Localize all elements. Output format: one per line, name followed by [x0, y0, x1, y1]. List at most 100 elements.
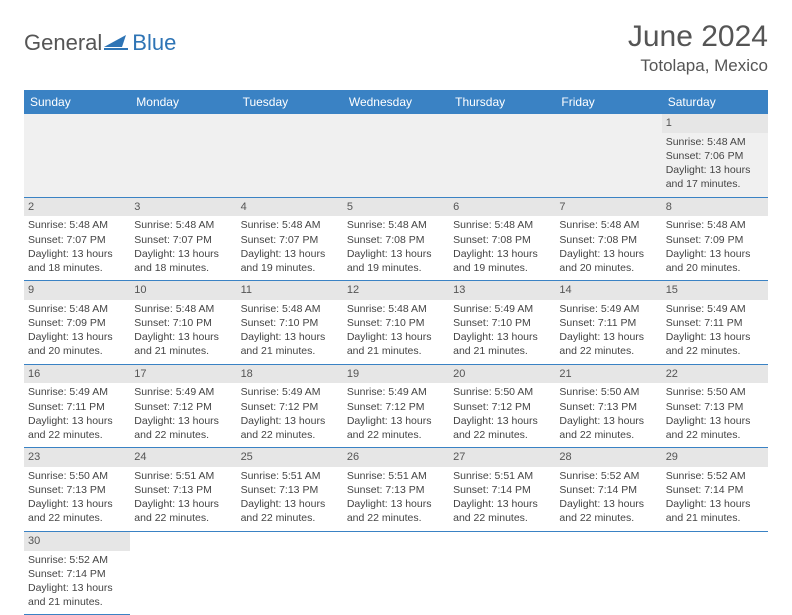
sunrise-line: Sunrise: 5:48 AM — [559, 218, 657, 232]
daylight-line: Daylight: 13 hours and 18 minutes. — [28, 247, 126, 275]
logo-text-blue: Blue — [132, 30, 176, 56]
calendar-cell: 7Sunrise: 5:48 AMSunset: 7:08 PMDaylight… — [555, 197, 661, 281]
weekday-header: Tuesday — [237, 90, 343, 114]
calendar-cell — [237, 114, 343, 197]
day-number: 3 — [130, 198, 236, 217]
sunrise-line: Sunrise: 5:48 AM — [347, 302, 445, 316]
sunrise-line: Sunrise: 5:51 AM — [241, 469, 339, 483]
day-number: 6 — [449, 198, 555, 217]
sunset-line: Sunset: 7:12 PM — [241, 400, 339, 414]
calendar-cell: 4Sunrise: 5:48 AMSunset: 7:07 PMDaylight… — [237, 197, 343, 281]
daylight-line: Daylight: 13 hours and 19 minutes. — [453, 247, 551, 275]
sunrise-line: Sunrise: 5:52 AM — [666, 469, 764, 483]
day-number: 27 — [449, 448, 555, 467]
calendar-cell: 8Sunrise: 5:48 AMSunset: 7:09 PMDaylight… — [662, 197, 768, 281]
sunset-line: Sunset: 7:12 PM — [347, 400, 445, 414]
sunrise-line: Sunrise: 5:48 AM — [241, 302, 339, 316]
day-number: 30 — [24, 532, 130, 551]
calendar-cell: 30 Sunrise: 5:52 AMSunset: 7:14 PMDayligh… — [24, 531, 130, 615]
calendar-cell: 3Sunrise: 5:48 AMSunset: 7:07 PMDaylight… — [130, 197, 236, 281]
weekday-header: Wednesday — [343, 90, 449, 114]
sunrise-line: Sunrise: 5:49 AM — [666, 302, 764, 316]
calendar-cell — [449, 114, 555, 197]
sunset-line: Sunset: 7:14 PM — [28, 567, 126, 581]
day-number: 2 — [24, 198, 130, 217]
calendar-cell — [555, 114, 661, 197]
sunrise-line: Sunrise: 5:48 AM — [347, 218, 445, 232]
day-number: 28 — [555, 448, 661, 467]
sunrise-line: Sunrise: 5:48 AM — [241, 218, 339, 232]
sunrise-line: Sunrise: 5:50 AM — [453, 385, 551, 399]
sunset-line: Sunset: 7:14 PM — [453, 483, 551, 497]
calendar-cell — [662, 531, 768, 615]
sunset-line: Sunset: 7:06 PM — [666, 149, 764, 163]
calendar-cell: 28 Sunrise: 5:52 AMSunset: 7:14 PMDayligh… — [555, 448, 661, 532]
day-number: 26 — [343, 448, 449, 467]
calendar-cell: 10Sunrise: 5:48 AMSunset: 7:10 PMDayligh… — [130, 281, 236, 365]
daylight-line: Daylight: 13 hours and 20 minutes. — [28, 330, 126, 358]
daylight-line: Daylight: 13 hours and 21 minutes. — [666, 497, 764, 525]
daylight-line: Daylight: 13 hours and 19 minutes. — [241, 247, 339, 275]
daylight-line: Daylight: 13 hours and 22 minutes. — [28, 414, 126, 442]
logo-text-general: General — [24, 30, 102, 56]
calendar-cell: 25Sunrise: 5:51 AMSunset: 7:13 PMDayligh… — [237, 448, 343, 532]
daylight-line: Daylight: 13 hours and 21 minutes. — [28, 581, 126, 609]
sunrise-line: Sunrise: 5:49 AM — [347, 385, 445, 399]
calendar-cell — [130, 531, 236, 615]
sunrise-line: Sunrise: 5:48 AM — [666, 218, 764, 232]
daylight-line: Daylight: 13 hours and 22 minutes. — [241, 497, 339, 525]
sunset-line: Sunset: 7:08 PM — [453, 233, 551, 247]
sunset-line: Sunset: 7:08 PM — [347, 233, 445, 247]
daylight-line: Daylight: 13 hours and 22 minutes. — [347, 497, 445, 525]
calendar-cell: 19Sunrise: 5:49 AMSunset: 7:12 PMDayligh… — [343, 364, 449, 448]
daylight-line: Daylight: 13 hours and 22 minutes. — [559, 497, 657, 525]
day-number: 5 — [343, 198, 449, 217]
sunrise-line: Sunrise: 5:49 AM — [134, 385, 232, 399]
day-number: 15 — [662, 281, 768, 300]
sunrise-line: Sunrise: 5:49 AM — [241, 385, 339, 399]
location: Totolapa, Mexico — [628, 56, 768, 76]
calendar-cell — [343, 114, 449, 197]
sunset-line: Sunset: 7:14 PM — [559, 483, 657, 497]
day-number: 10 — [130, 281, 236, 300]
day-number: 8 — [662, 198, 768, 217]
sunrise-line: Sunrise: 5:48 AM — [134, 218, 232, 232]
calendar-body: 1Sunrise: 5:48 AMSunset: 7:06 PMDaylight… — [24, 114, 768, 615]
day-number: 29 — [662, 448, 768, 467]
month-title: June 2024 — [628, 20, 768, 54]
sunrise-line: Sunrise: 5:51 AM — [347, 469, 445, 483]
calendar-cell: 23Sunrise: 5:50 AMSunset: 7:13 PMDayligh… — [24, 448, 130, 532]
calendar-cell: 5Sunrise: 5:48 AMSunset: 7:08 PMDaylight… — [343, 197, 449, 281]
calendar-cell: 13Sunrise: 5:49 AMSunset: 7:10 PMDayligh… — [449, 281, 555, 365]
daylight-line: Daylight: 13 hours and 22 minutes. — [453, 497, 551, 525]
day-number: 18 — [237, 365, 343, 384]
flag-icon — [104, 33, 130, 54]
sunset-line: Sunset: 7:12 PM — [134, 400, 232, 414]
sunrise-line: Sunrise: 5:52 AM — [28, 553, 126, 567]
day-number: 13 — [449, 281, 555, 300]
sunrise-line: Sunrise: 5:48 AM — [28, 302, 126, 316]
calendar-cell: 15Sunrise: 5:49 AMSunset: 7:11 PMDayligh… — [662, 281, 768, 365]
daylight-line: Daylight: 13 hours and 22 minutes. — [559, 330, 657, 358]
sunset-line: Sunset: 7:07 PM — [28, 233, 126, 247]
sunrise-line: Sunrise: 5:51 AM — [453, 469, 551, 483]
sunset-line: Sunset: 7:13 PM — [28, 483, 126, 497]
day-number: 9 — [24, 281, 130, 300]
day-number: 20 — [449, 365, 555, 384]
daylight-line: Daylight: 13 hours and 20 minutes. — [666, 247, 764, 275]
sunset-line: Sunset: 7:14 PM — [666, 483, 764, 497]
calendar-cell — [237, 531, 343, 615]
sunrise-line: Sunrise: 5:48 AM — [453, 218, 551, 232]
weekday-header: Saturday — [662, 90, 768, 114]
sunrise-line: Sunrise: 5:48 AM — [28, 218, 126, 232]
weekday-header: Friday — [555, 90, 661, 114]
daylight-line: Daylight: 13 hours and 17 minutes. — [666, 163, 764, 191]
sunset-line: Sunset: 7:10 PM — [134, 316, 232, 330]
sunrise-line: Sunrise: 5:52 AM — [559, 469, 657, 483]
day-number: 21 — [555, 365, 661, 384]
daylight-line: Daylight: 13 hours and 22 minutes. — [559, 414, 657, 442]
sunset-line: Sunset: 7:12 PM — [453, 400, 551, 414]
day-number: 7 — [555, 198, 661, 217]
weekday-header: Monday — [130, 90, 236, 114]
calendar-cell: 29 Sunrise: 5:52 AMSunset: 7:14 PMDayligh… — [662, 448, 768, 532]
